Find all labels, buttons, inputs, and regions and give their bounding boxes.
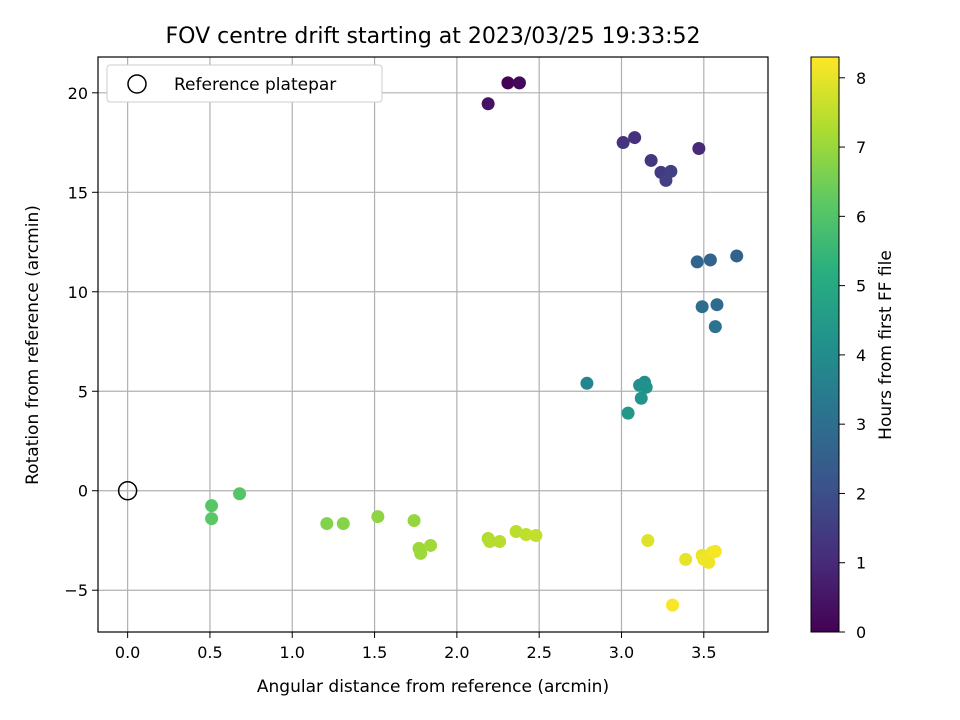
colorbar-label: Hours from first FF file [876, 250, 896, 440]
colorbar-tick-label: 5 [856, 277, 866, 296]
colorbar-tick-label: 4 [856, 346, 866, 365]
x-axis-label: Angular distance from reference (arcmin) [257, 677, 609, 697]
colorbar-tick-label: 7 [856, 138, 866, 157]
data-point [512, 76, 526, 90]
data-points [205, 76, 744, 612]
data-point [371, 510, 385, 524]
y-tick-label: 0 [78, 482, 88, 501]
data-point [703, 253, 717, 267]
x-tick-label: 1.5 [362, 643, 387, 662]
data-point [501, 76, 515, 90]
colorbar-tick-label: 1 [856, 554, 866, 573]
data-point [205, 499, 219, 513]
data-point [320, 517, 334, 531]
colorbar-gradient [810, 56, 840, 633]
y-tick-label: 15 [68, 183, 88, 202]
legend-box [106, 64, 383, 103]
colorbar: 0 1 2 3 4 5 6 7 8 Hours from first FF file [810, 56, 896, 642]
data-point [659, 173, 673, 187]
colorbar-tick-label: 0 [856, 623, 866, 642]
data-point [644, 153, 658, 167]
data-point [481, 97, 495, 111]
data-point [628, 131, 642, 145]
grid-lines [98, 57, 768, 632]
plot-frame [97, 56, 769, 633]
data-point [519, 528, 533, 542]
data-point [483, 534, 497, 548]
x-tick-label: 0.0 [115, 643, 140, 662]
colorbar-tick-label: 2 [856, 484, 866, 503]
data-point [580, 376, 594, 390]
data-point [690, 255, 704, 269]
data-point [407, 514, 421, 528]
data-point [708, 544, 722, 558]
data-point [621, 406, 635, 420]
colorbar-tick-label: 8 [856, 69, 866, 88]
data-point [639, 380, 653, 394]
x-tick-label: 3.0 [609, 643, 634, 662]
data-point [616, 136, 630, 150]
colorbar-ticks: 0 1 2 3 4 5 6 7 8 [839, 69, 866, 642]
x-tick-label: 2.5 [526, 643, 551, 662]
data-point [634, 391, 648, 405]
data-point [493, 534, 507, 548]
y-tick-label: 5 [78, 382, 88, 401]
x-tick-label: 3.5 [691, 643, 716, 662]
data-point [336, 517, 350, 531]
y-tick-label: −5 [64, 581, 88, 600]
y-tick-label: 10 [68, 283, 88, 302]
x-tick-label: 1.0 [280, 643, 305, 662]
data-point [708, 320, 722, 334]
data-point [205, 512, 219, 526]
legend: Reference platepar [106, 64, 383, 103]
chart-title: FOV centre drift starting at 2023/03/25 … [166, 24, 701, 49]
data-point [509, 525, 523, 539]
y-tick-label: 20 [68, 84, 88, 103]
data-point [414, 546, 428, 560]
data-point [679, 552, 693, 566]
data-point [233, 487, 247, 501]
x-tick-label: 0.5 [197, 643, 222, 662]
colorbar-tick-label: 3 [856, 415, 866, 434]
data-point [529, 529, 543, 543]
colorbar-tick-label: 6 [856, 207, 866, 226]
x-axis-ticks: 0.0 0.5 1.0 1.5 2.0 2.5 3.0 3.5 [115, 632, 717, 662]
data-point [730, 249, 744, 263]
data-point [641, 533, 655, 547]
data-point [710, 298, 724, 312]
data-point [692, 142, 706, 156]
y-axis-label: Rotation from reference (arcmin) [23, 205, 43, 485]
y-axis-ticks: −5 0 5 10 15 20 [64, 84, 98, 600]
data-point [666, 598, 680, 612]
legend-label: Reference platepar [174, 75, 336, 95]
data-point [424, 538, 438, 552]
reference-platepar-marker [117, 480, 138, 501]
x-tick-label: 2.0 [444, 643, 469, 662]
data-point [702, 555, 716, 569]
legend-marker [127, 74, 147, 94]
data-point [695, 300, 709, 314]
